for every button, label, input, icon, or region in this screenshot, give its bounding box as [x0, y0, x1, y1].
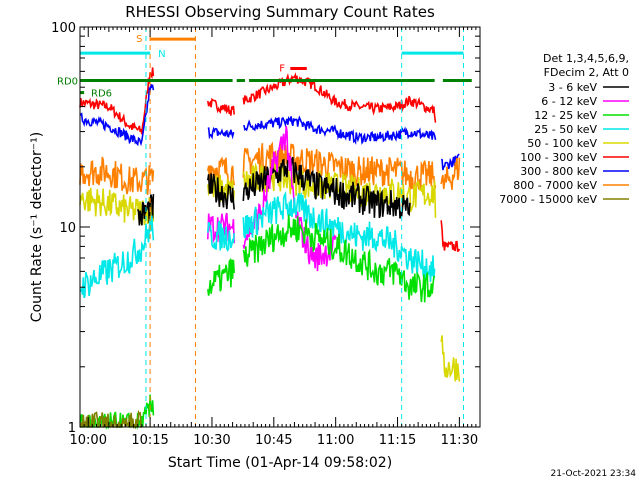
series-line: [79, 83, 460, 171]
y-axis-label: Count Rate (s⁻¹ detector⁻¹): [29, 132, 45, 322]
axes: 1 10 100 10:00 10:15 10:30 10:45 11:00 11:15 11:3…: [51, 21, 481, 448]
plot-frame: [79, 26, 481, 428]
x-tick-label: 10:30: [193, 433, 230, 448]
legend-label: 800 - 7000 keV: [513, 179, 597, 192]
legend-header: Det 1,3,4,5,6,9,: [543, 52, 629, 65]
rd0-label: RD0: [57, 77, 78, 88]
x-tick-label: 11:00: [317, 433, 354, 448]
series-line: [79, 141, 461, 195]
legend-label: 6 - 12 keV: [541, 95, 597, 108]
legend-label: 7000 - 15000 keV: [499, 193, 597, 206]
legend-label: 12 - 25 keV: [534, 109, 597, 122]
series-6-12-kev: [207, 125, 337, 272]
x-tick-label: 10:45: [255, 433, 292, 448]
saa-label: S: [136, 34, 142, 45]
legend: Det 1,3,4,5,6,9,FDecim 2, Att 0 3 - 6 keV…: [499, 52, 629, 206]
x-tick-label: 10:15: [131, 433, 168, 448]
plot-series: [79, 67, 461, 431]
series-50-100-kev: [79, 161, 461, 382]
legend-label: 50 - 100 keV: [527, 137, 597, 150]
y-tick-label: 100: [51, 21, 76, 36]
rd6-label: RD6: [91, 89, 112, 100]
series-line: [207, 125, 337, 272]
x-axis-label: Start Time (01-Apr-14 09:58:02): [168, 455, 392, 471]
series-300-800-kev: [79, 83, 460, 171]
chart-title: RHESSI Observing Summary Count Rates: [125, 3, 435, 21]
legend-header: FDecim 2, Att 0: [544, 66, 629, 79]
x-tick-label: 10:00: [70, 433, 107, 448]
y-tick-label: 10: [59, 221, 76, 236]
legend-label: 25 - 50 keV: [534, 123, 597, 136]
x-tick-label: 11:15: [379, 433, 416, 448]
timestamp: 21-Oct-2021 23:34: [551, 469, 637, 479]
series-line: [79, 161, 461, 382]
legend-label: 300 - 800 keV: [520, 165, 597, 178]
flare-label: F: [279, 64, 285, 75]
series-800-7000-kev: [79, 141, 461, 195]
night-label: N: [158, 49, 165, 60]
y-tick-label: 1: [68, 421, 76, 436]
flag-bars: S N F RD0 RD6: [57, 27, 472, 427]
x-tick-label: 11:30: [441, 433, 478, 448]
legend-label: 3 - 6 keV: [548, 81, 597, 94]
series-100-300-kev: [79, 67, 461, 252]
series-line: [79, 67, 461, 252]
legend-label: 100 - 300 keV: [520, 151, 597, 164]
